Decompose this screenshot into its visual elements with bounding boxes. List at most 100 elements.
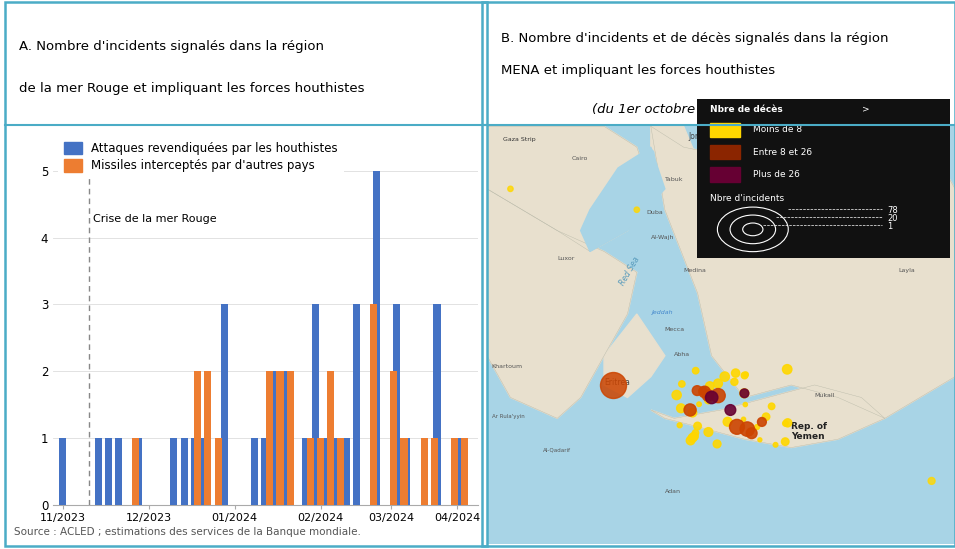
Bar <box>191 438 198 505</box>
Text: Layla: Layla <box>899 268 916 273</box>
Bar <box>170 438 178 505</box>
Point <box>701 428 716 436</box>
Bar <box>322 438 329 505</box>
Bar <box>391 371 397 505</box>
Text: Saudi Arabia: Saudi Arabia <box>792 243 866 254</box>
Bar <box>454 438 461 505</box>
Point <box>730 422 745 431</box>
Point <box>754 418 770 427</box>
Text: Eritrea: Eritrea <box>605 378 630 387</box>
Text: Red Sea: Red Sea <box>618 255 642 287</box>
Bar <box>133 438 139 505</box>
Bar <box>400 438 408 505</box>
Point <box>674 379 690 388</box>
Bar <box>312 305 319 505</box>
Text: de la mer Rouge et impliquant les forces houthistes: de la mer Rouge et impliquant les forces… <box>19 82 365 94</box>
Text: Nbre d'incidents: Nbre d'incidents <box>710 194 784 203</box>
Bar <box>204 371 211 505</box>
Text: Cairo: Cairo <box>571 156 587 161</box>
Bar <box>710 123 740 137</box>
Bar <box>266 371 273 505</box>
Text: Nbre de décès: Nbre de décès <box>710 104 782 114</box>
Point <box>779 365 795 374</box>
Text: MENA et impliquant les forces houthistes: MENA et impliquant les forces houthistes <box>501 64 775 77</box>
Point <box>750 423 765 432</box>
Point <box>717 372 732 381</box>
Point <box>924 477 940 485</box>
Point <box>736 415 752 424</box>
Polygon shape <box>605 314 665 397</box>
Text: Source : ACLED ; estimations des services de la Banque mondiale.: Source : ACLED ; estimations des service… <box>14 527 361 537</box>
Point <box>711 391 726 400</box>
Bar <box>105 438 112 505</box>
Text: >: > <box>861 104 869 114</box>
Text: Abha: Abha <box>674 352 690 357</box>
Point <box>736 389 752 397</box>
Bar <box>317 438 324 505</box>
Text: Jordan: Jordan <box>689 132 712 141</box>
Point <box>737 400 753 409</box>
Point <box>737 371 753 380</box>
Point <box>720 417 735 426</box>
Point <box>758 412 774 421</box>
Point <box>502 184 518 193</box>
Text: Moins de 8: Moins de 8 <box>753 125 802 135</box>
Point <box>777 437 793 446</box>
Text: Mukall: Mukall <box>815 394 835 399</box>
Bar <box>332 438 339 505</box>
Point <box>739 425 754 434</box>
Bar <box>371 305 377 505</box>
Polygon shape <box>487 126 651 251</box>
Text: Ha'il: Ha'il <box>815 152 829 156</box>
Point <box>629 205 645 214</box>
Point <box>727 378 742 386</box>
Text: Khartoum: Khartoum <box>492 365 522 369</box>
Bar <box>251 438 259 505</box>
Point <box>685 408 700 417</box>
Bar <box>337 438 345 505</box>
Polygon shape <box>651 126 955 418</box>
Point <box>701 396 716 405</box>
Text: B. Nombre d'incidents et de décès signalés dans la région: B. Nombre d'incidents et de décès signal… <box>501 32 888 45</box>
Point <box>711 379 726 388</box>
Point <box>768 440 783 449</box>
Text: Duba: Duba <box>647 210 663 215</box>
Text: 1: 1 <box>887 222 892 231</box>
Polygon shape <box>651 126 697 168</box>
Point <box>697 388 712 396</box>
Point <box>685 434 700 442</box>
Text: Gaza Strip: Gaza Strip <box>503 137 536 142</box>
Bar <box>59 438 66 505</box>
Point <box>690 386 705 395</box>
Bar <box>328 371 334 505</box>
Text: Mecca: Mecca <box>665 327 685 332</box>
Point <box>737 389 753 397</box>
Point <box>673 404 689 413</box>
Text: Jeddah: Jeddah <box>651 310 672 315</box>
Point <box>672 421 688 430</box>
Text: Luxor: Luxor <box>558 256 575 261</box>
Point <box>669 391 685 400</box>
Text: (du 1er octobre 2023 au 11 avril 2024): (du 1er octobre 2023 au 11 avril 2024) <box>592 103 850 116</box>
Polygon shape <box>651 385 884 447</box>
Bar <box>135 438 142 505</box>
Bar <box>451 438 458 505</box>
Text: Adan: Adan <box>665 490 681 495</box>
Point <box>704 393 719 402</box>
Point <box>700 391 715 400</box>
Text: Al-Wajh: Al-Wajh <box>651 235 674 240</box>
Bar <box>180 438 187 505</box>
Text: Plus de 26: Plus de 26 <box>753 170 799 179</box>
Text: Rep. of
Yemen: Rep. of Yemen <box>792 422 827 441</box>
Point <box>695 386 711 395</box>
Text: Medina: Medina <box>684 268 707 273</box>
Point <box>688 429 703 438</box>
Bar <box>352 305 360 505</box>
Bar <box>95 438 101 505</box>
Bar <box>215 438 222 505</box>
Point <box>690 422 705 430</box>
Point <box>683 406 698 414</box>
Bar <box>201 438 208 505</box>
Text: Crise de la mer Rouge: Crise de la mer Rouge <box>93 214 217 224</box>
Text: Tabuk: Tabuk <box>665 177 684 182</box>
